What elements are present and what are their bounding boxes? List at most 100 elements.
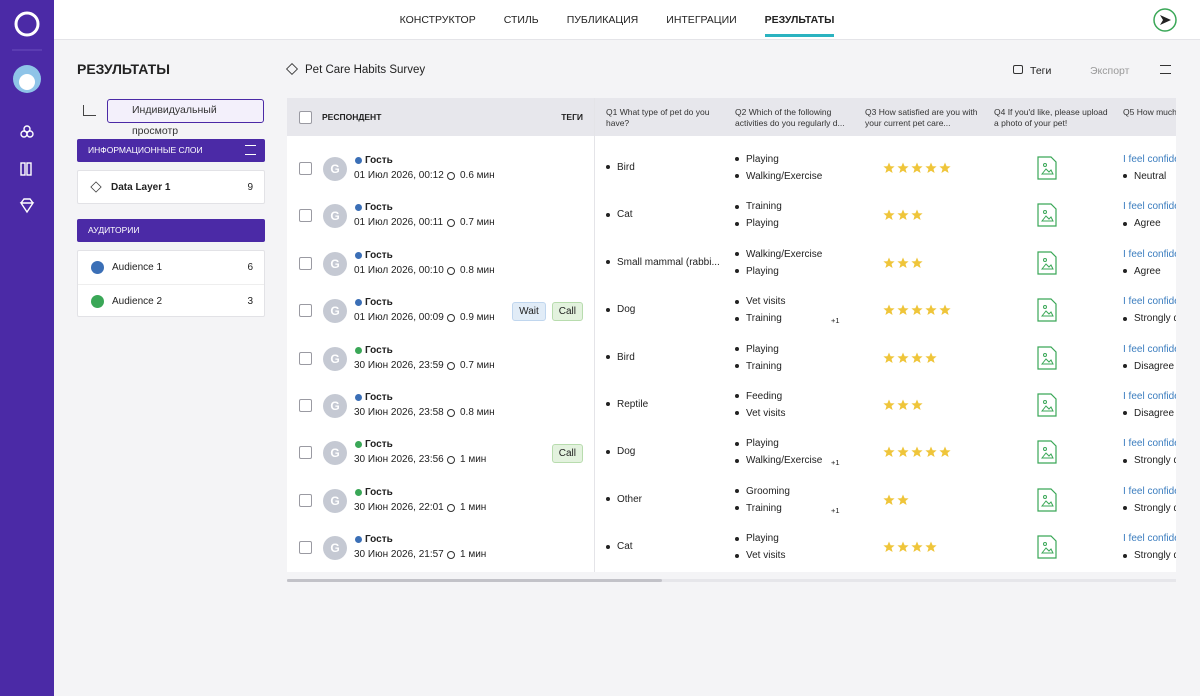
star	[911, 352, 923, 363]
audience-row[interactable]: Audience 1 6	[78, 251, 264, 284]
nav-tab[interactable]: ПУБЛИКАЦИЯ	[566, 14, 639, 26]
clock-icon	[447, 503, 455, 512]
photo-icon[interactable]	[1037, 488, 1057, 512]
star	[911, 257, 923, 268]
q5-link: I feel confiden	[1123, 248, 1176, 260]
table-row[interactable]: G Гость 01 Июл 2026, 00:11 0.7 мин Cat Traini…	[287, 192, 1176, 239]
q5-answer: Strongly di	[1123, 313, 1176, 324]
q2-answer: Walking/Exercise	[735, 249, 845, 260]
q2-text: Playing	[746, 154, 779, 165]
scroll-thumb[interactable]	[287, 579, 662, 582]
q5-answer: Disagree	[1123, 408, 1176, 419]
view-button[interactable]: Индивидуальный просмотр	[107, 99, 264, 137]
star	[897, 494, 909, 505]
response-date: 30 Июн 2026, 23:58	[354, 407, 444, 418]
duration: 1 мин	[460, 501, 487, 513]
photo-icon[interactable]	[1037, 440, 1057, 464]
q2-text: Playing	[746, 343, 779, 355]
tags-button[interactable]: Теги	[1030, 65, 1052, 77]
q2-answer: Playing	[735, 218, 845, 229]
nav-tab[interactable]: ИНТЕГРАЦИИ	[666, 14, 737, 26]
q5-text: Strongly di	[1134, 550, 1176, 562]
response-date: 01 Июл 2026, 00:10	[354, 264, 444, 276]
q1-text: Cat	[617, 209, 633, 221]
nav-tab[interactable]: СТИЛЬ	[503, 14, 539, 26]
row-checkbox	[299, 209, 312, 223]
row-checkbox	[299, 162, 312, 175]
duration: 0.6 мин	[460, 170, 495, 181]
q2-text: Walking/Exercise	[746, 455, 823, 467]
q2-text: Vet visits	[746, 550, 786, 562]
table-header	[287, 98, 1176, 136]
table-row[interactable]: G Гость 30 Июн 2026, 23:59 0.7 мин Bird Playi…	[287, 335, 1176, 382]
export-button[interactable]: Экспорт	[1090, 65, 1130, 77]
q5-link: I feel confiden	[1123, 201, 1176, 213]
column-header: Q4 If you'd like, please upload a photo …	[994, 107, 1108, 128]
nav-tab[interactable]: РЕЗУЛЬТАТЫ	[764, 0, 835, 37]
survey-title: Pet Care Habits Survey	[305, 64, 426, 76]
q1-answer: Dog	[606, 304, 726, 315]
layer-icon	[90, 181, 102, 193]
avatar: G	[323, 251, 347, 276]
q1-text: Small mammal (rabbi...	[617, 256, 720, 268]
response-date: 30 Июн 2026, 21:57	[354, 549, 444, 561]
table-row[interactable]: G Гость 30 Июн 2026, 23:56 1 мин Call Dog Play…	[287, 429, 1176, 476]
table-row[interactable]: G Гость 30 Июн 2026, 22:01 1 мин Other Groomi…	[287, 477, 1176, 524]
response-date: 01 Июл 2026, 00:09	[354, 312, 444, 324]
photo-icon[interactable]	[1037, 251, 1057, 275]
q5-text: Agree	[1134, 218, 1161, 230]
nav-tab[interactable]: КОНСТРУКТОР	[399, 14, 476, 26]
column-header: Q2 Which of the following activities do …	[735, 107, 845, 128]
star	[883, 446, 895, 458]
star	[883, 399, 895, 410]
photo-icon[interactable]	[1037, 345, 1057, 370]
duration: 1 мин	[460, 454, 487, 466]
star	[925, 541, 937, 553]
row-checkbox	[299, 541, 312, 555]
status-dot	[355, 204, 362, 212]
survey-icon	[285, 62, 299, 76]
q2-text: Vet visits	[746, 296, 786, 308]
q2-text: Vet visits	[746, 408, 786, 419]
table-row[interactable]: G Гость 30 Июн 2026, 21:57 1 мин Cat Playing V…	[287, 524, 1176, 571]
audience-row[interactable]: Audience 2 3	[78, 284, 264, 317]
photo-icon[interactable]	[1037, 156, 1057, 180]
q5-answer: Strongly di	[1123, 455, 1176, 466]
table-row[interactable]: G Гость 01 Июл 2026, 00:10 0.8 мин Small mam…	[287, 240, 1176, 287]
star	[883, 209, 895, 221]
page-title: РЕЗУЛЬТАТЫ	[77, 61, 170, 77]
q5-text: Neutral	[1134, 171, 1167, 182]
column-header: Q3 How satisfied are you with your curre…	[865, 107, 978, 128]
q5-text: Agree	[1134, 265, 1161, 277]
table-row[interactable]: G Гость 01 Июл 2026, 00:09 0.9 мин Call Wait D…	[287, 287, 1176, 334]
q5-text: Disagree	[1134, 360, 1175, 372]
tag-chip[interactable]: Wait	[512, 302, 546, 322]
star	[911, 541, 923, 553]
star	[911, 304, 923, 316]
photo-icon[interactable]	[1037, 298, 1057, 322]
q2-answer: Grooming	[735, 486, 845, 497]
q2-text: Walking/Exercise	[746, 171, 823, 182]
columns-icon	[1160, 65, 1171, 74]
row-checkbox	[299, 493, 312, 507]
tag-chip[interactable]: Call	[551, 444, 583, 464]
clock-icon	[447, 409, 455, 417]
photo-icon[interactable]	[1037, 393, 1057, 417]
star	[897, 446, 909, 458]
star	[925, 304, 937, 316]
table-row[interactable]: G Гость 30 Июн 2026, 23:58 0.8 мин Reptile Fe…	[287, 382, 1176, 429]
respondent-name: Гость	[365, 202, 393, 214]
tag-chip[interactable]: Call	[551, 302, 583, 322]
q2-text: Training	[746, 502, 782, 514]
q1-text: Bird	[617, 162, 635, 173]
photo-icon[interactable]	[1037, 203, 1057, 227]
table-row[interactable]: G Гость 01 Июл 2026, 00:12 0.6 мин Bird Playi…	[287, 145, 1176, 192]
q2-text: Playing	[746, 265, 779, 277]
profile-icon[interactable]	[1153, 8, 1177, 32]
layer-card: Data Layer 1 9	[77, 170, 265, 204]
response-date: 30 Июн 2026, 23:56	[354, 454, 444, 466]
photo-icon[interactable]	[1037, 535, 1057, 559]
row-checkbox	[299, 304, 312, 318]
chart-icon	[83, 105, 96, 116]
q1-answer: Cat	[606, 209, 726, 220]
